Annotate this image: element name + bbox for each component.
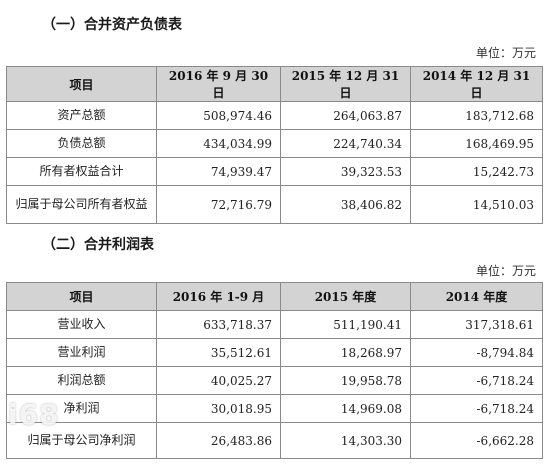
cell-value: -8,794.84	[410, 338, 543, 367]
cell-value: 434,034.99	[156, 129, 281, 158]
row-label: 净利润	[6, 394, 157, 423]
cell-value: 633,718.37	[156, 310, 281, 339]
cell-value: 26,483.86	[156, 422, 281, 459]
cell-value: 264,063.87	[280, 101, 411, 130]
cell-value: 38,406.82	[280, 185, 411, 224]
table-header-row: 项目 2016 年 9 月 30 日 2015 年 12 月 31 日 2014…	[6, 66, 543, 102]
cell-value: 39,323.53	[280, 157, 411, 186]
row-label: 归属于母公司净利润	[6, 422, 157, 459]
section-title-income-statement: （二）合并利润表	[42, 237, 154, 253]
cell-value: -6,718.24	[410, 366, 543, 395]
column-header: 2014 年 12 月 31 日	[410, 66, 543, 102]
cell-value: 14,303.30	[280, 422, 411, 459]
row-label: 资产总额	[6, 101, 157, 130]
table-row: 归属于母公司所有者权益 72,716.79 38,406.82 14,510.0…	[6, 185, 543, 224]
cell-value: 74,939.47	[156, 157, 281, 186]
column-header: 2015 年度	[280, 282, 411, 311]
table-header-row: 项目 2016 年 1-9 月 2015 年度 2014 年度	[6, 282, 543, 311]
balance-sheet-table: 项目 2016 年 9 月 30 日 2015 年 12 月 31 日 2014…	[6, 66, 543, 224]
cell-value: 15,242.73	[410, 157, 543, 186]
cell-value: 168,469.95	[410, 129, 543, 158]
column-header: 项目	[6, 282, 157, 311]
row-label: 所有者权益合计	[6, 157, 157, 186]
column-header: 2016 年 1-9 月	[156, 282, 281, 311]
column-header: 2015 年 12 月 31 日	[280, 66, 411, 102]
cell-value: -6,662.28	[410, 422, 543, 459]
cell-value: 183,712.68	[410, 101, 543, 130]
cell-value: 14,510.03	[410, 185, 543, 224]
cell-value: 19,958.78	[280, 366, 411, 395]
cell-value: 18,268.97	[280, 338, 411, 367]
cell-value: -6,718.24	[410, 394, 543, 423]
row-label: 利润总额	[6, 366, 157, 395]
cell-value: 14,969.08	[280, 394, 411, 423]
cell-value: 224,740.34	[280, 129, 411, 158]
unit-label-income-statement: 单位：万元	[475, 264, 536, 278]
table-row: 资产总额 508,974.46 264,063.87 183,712.68	[6, 101, 543, 130]
cell-value: 508,974.46	[156, 101, 281, 130]
column-header: 项目	[6, 66, 157, 102]
table-row: 净利润 30,018.95 14,969.08 -6,718.24	[6, 394, 543, 423]
income-statement-table: 项目 2016 年 1-9 月 2015 年度 2014 年度 营业收入 633…	[6, 282, 543, 459]
cell-value: 30,018.95	[156, 394, 281, 423]
cell-value: 317,318.61	[410, 310, 543, 339]
table-row: 所有者权益合计 74,939.47 39,323.53 15,242.73	[6, 157, 543, 186]
cell-value: 511,190.41	[280, 310, 411, 339]
column-header: 2014 年度	[410, 282, 543, 311]
table-row: 利润总额 40,025.27 19,958.78 -6,718.24	[6, 366, 543, 395]
cell-value: 72,716.79	[156, 185, 281, 224]
section-title-balance-sheet: （一）合并资产负债表	[42, 17, 182, 33]
cell-value: 40,025.27	[156, 366, 281, 395]
row-label: 营业利润	[6, 338, 157, 367]
table-row: 营业收入 633,718.37 511,190.41 317,318.61	[6, 310, 543, 339]
table-row: 负债总额 434,034.99 224,740.34 168,469.95	[6, 129, 543, 158]
unit-label-balance-sheet: 单位：万元	[475, 46, 536, 60]
row-label: 负债总额	[6, 129, 157, 158]
column-header: 2016 年 9 月 30 日	[156, 66, 281, 102]
row-label: 营业收入	[6, 310, 157, 339]
table-row: 营业利润 35,512.61 18,268.97 -8,794.84	[6, 338, 543, 367]
cell-value: 35,512.61	[156, 338, 281, 367]
row-label: 归属于母公司所有者权益	[6, 185, 157, 224]
watermark-logo: i68	[8, 398, 60, 431]
table-row: 归属于母公司净利润 26,483.86 14,303.30 -6,662.28	[6, 422, 543, 459]
